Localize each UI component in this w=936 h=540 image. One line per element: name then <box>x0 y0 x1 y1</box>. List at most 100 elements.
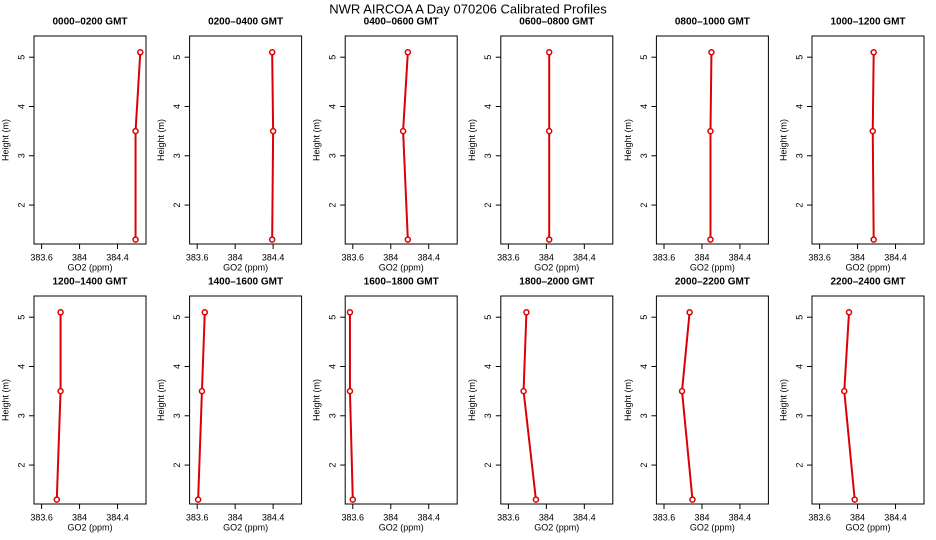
data-point <box>707 127 714 135</box>
panel-title: 1400–1600 GMT <box>208 277 283 288</box>
y-tick-label: 2 <box>639 203 649 208</box>
data-point <box>268 236 276 243</box>
data-point <box>523 309 530 316</box>
data-point <box>349 496 357 503</box>
y-tick-label: 5 <box>794 55 804 60</box>
x-tick-label: 384 <box>539 512 554 522</box>
y-tick-label: 4 <box>172 104 182 109</box>
x-tick-label: 384 <box>228 512 243 522</box>
data-point <box>346 387 354 395</box>
x-axis-label: GO2 (ppm) <box>534 262 579 272</box>
plot-frame <box>500 35 614 245</box>
y-tick-label: 5 <box>328 315 338 320</box>
y-tick-label: 4 <box>16 104 26 109</box>
panel-title: 0200–0400 GMT <box>208 17 283 28</box>
y-axis-label: Height (m) <box>156 119 166 161</box>
x-tick-label: 384 <box>72 512 87 522</box>
y-tick-label: 4 <box>328 364 338 369</box>
x-tick-label: 384.4 <box>573 252 596 262</box>
data-point <box>137 49 144 56</box>
plot-frame <box>189 295 303 505</box>
y-tick-label: 2 <box>639 463 649 468</box>
x-tick-label: 384.4 <box>884 252 907 262</box>
x-tick-label: 383.6 <box>497 512 520 522</box>
y-tick-label: 4 <box>172 364 182 369</box>
plot-frame <box>33 295 147 505</box>
x-tick-label: 384 <box>228 252 243 262</box>
x-tick-label: 384 <box>539 252 554 262</box>
x-tick-label: 384 <box>383 252 398 262</box>
data-point <box>201 309 209 316</box>
y-tick-label: 5 <box>328 55 338 60</box>
plot-frame <box>811 295 925 505</box>
y-tick-label: 3 <box>172 413 182 418</box>
plot-frame <box>189 35 303 245</box>
y-tick-label: 2 <box>172 463 182 468</box>
y-axis-label: Height (m) <box>0 379 10 421</box>
x-tick-label: 384.4 <box>417 252 440 262</box>
y-axis-label: Height (m) <box>156 379 166 421</box>
x-axis-label: GO2 (ppm) <box>845 522 890 532</box>
y-axis-label: Height (m) <box>623 119 633 161</box>
panel-title: 0400–0600 GMT <box>364 17 439 28</box>
data-point <box>399 127 407 135</box>
x-tick-label: 383.6 <box>808 512 831 522</box>
data-point <box>545 236 553 243</box>
y-tick-label: 5 <box>639 315 649 320</box>
x-tick-label: 383.6 <box>653 512 676 522</box>
data-point <box>404 236 412 243</box>
y-tick-label: 5 <box>483 55 493 60</box>
plot-frame <box>344 295 458 505</box>
y-tick-label: 4 <box>483 364 493 369</box>
y-tick-label: 2 <box>328 463 338 468</box>
panel-title: 0800–1000 GMT <box>675 17 750 28</box>
data-point <box>686 309 693 316</box>
y-tick-label: 4 <box>483 104 493 109</box>
y-tick-label: 2 <box>16 463 26 468</box>
x-tick-label: 384.4 <box>262 512 285 522</box>
x-tick-label: 383.6 <box>30 512 53 522</box>
y-tick-label: 4 <box>639 364 649 369</box>
profile-line <box>197 312 206 500</box>
data-point <box>404 49 412 56</box>
x-tick-label: 384 <box>694 252 709 262</box>
x-tick-label: 383.6 <box>186 252 209 262</box>
x-axis-label: GO2 (ppm) <box>223 262 268 272</box>
plot-frame <box>500 295 614 505</box>
data-point <box>869 127 876 135</box>
y-tick-label: 5 <box>172 55 182 60</box>
data-point <box>53 496 61 503</box>
x-tick-label: 383.6 <box>342 512 365 522</box>
data-point <box>269 127 277 135</box>
y-axis-label: Height (m) <box>623 379 633 421</box>
y-tick-label: 4 <box>794 104 804 109</box>
profile-line <box>522 312 537 500</box>
y-tick-label: 3 <box>794 153 804 158</box>
x-tick-label: 383.6 <box>30 252 53 262</box>
panel-title: 1200–1400 GMT <box>52 277 127 288</box>
panel-title: 1000–1200 GMT <box>830 17 905 28</box>
y-tick-label: 3 <box>16 413 26 418</box>
data-point <box>707 236 714 243</box>
data-point <box>870 49 877 56</box>
x-axis-label: GO2 (ppm) <box>845 262 890 272</box>
y-tick-label: 3 <box>16 153 26 158</box>
panel-title: 0600–0800 GMT <box>519 17 594 28</box>
profile-line <box>402 52 409 240</box>
plot-frame <box>344 35 458 245</box>
plot-frame <box>33 35 147 245</box>
x-axis-label: GO2 (ppm) <box>379 522 424 532</box>
y-tick-label: 5 <box>794 315 804 320</box>
data-point <box>268 49 276 56</box>
y-tick-label: 5 <box>16 315 26 320</box>
x-tick-label: 384.4 <box>417 512 440 522</box>
data-point <box>870 236 877 243</box>
panel-title: 1800–2000 GMT <box>519 277 594 288</box>
y-axis-label: Height (m) <box>467 379 477 421</box>
profile-line <box>709 52 713 240</box>
plot-frame <box>655 295 769 505</box>
panel-title: 2200–2400 GMT <box>830 277 905 288</box>
y-axis-label: Height (m) <box>0 119 10 161</box>
profile-line <box>681 312 694 500</box>
profile-line <box>271 52 275 240</box>
